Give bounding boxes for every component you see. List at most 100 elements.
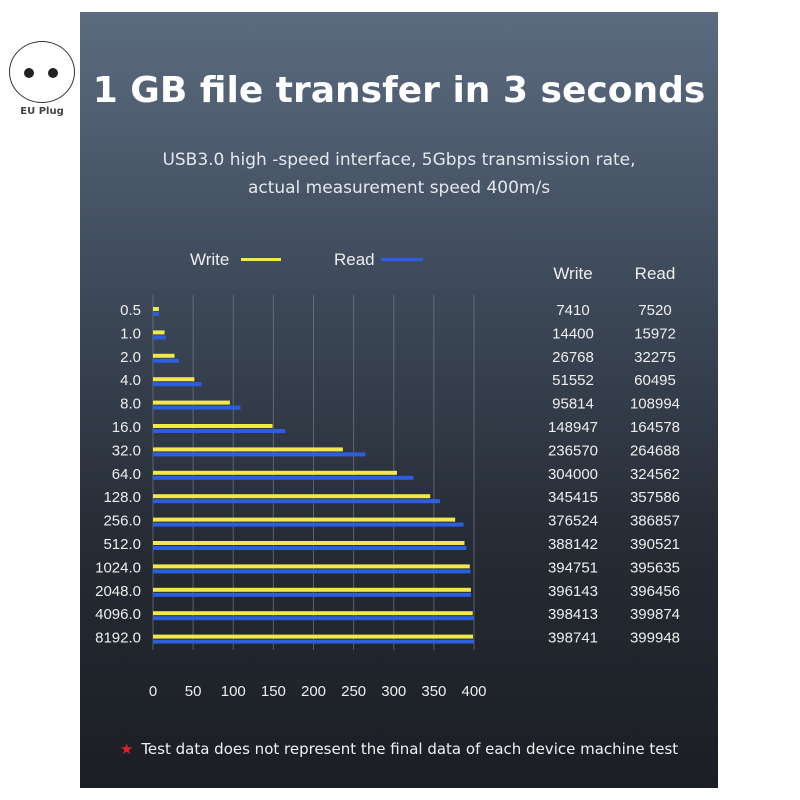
x-tick-label: 400 bbox=[461, 683, 486, 700]
legend-write-label: Write bbox=[190, 250, 229, 269]
plug-label: EU Plug bbox=[20, 106, 64, 117]
write-value: 396143 bbox=[548, 583, 598, 600]
bar-read bbox=[153, 639, 474, 644]
write-value: 236570 bbox=[548, 442, 598, 459]
bar-write bbox=[153, 424, 273, 428]
write-value: 388142 bbox=[548, 536, 598, 553]
bar-read bbox=[153, 405, 241, 410]
bar-read bbox=[153, 452, 366, 457]
bar-write bbox=[153, 447, 343, 452]
y-tick-label: 64.0 bbox=[112, 466, 141, 483]
y-tick-label: 256.0 bbox=[103, 513, 141, 530]
x-tick-label: 150 bbox=[261, 683, 286, 700]
x-tick-label: 100 bbox=[221, 683, 246, 700]
bar-read bbox=[153, 429, 286, 433]
write-value: 14400 bbox=[552, 325, 594, 342]
read-value: 357586 bbox=[630, 489, 680, 506]
star-icon: ★ bbox=[119, 740, 134, 758]
bar-write bbox=[153, 517, 456, 522]
write-value: 26768 bbox=[552, 349, 594, 366]
legend-write-swatch bbox=[241, 258, 281, 261]
read-value: 108994 bbox=[630, 396, 680, 413]
bar-write bbox=[153, 377, 195, 382]
read-value: 399874 bbox=[630, 606, 680, 623]
y-tick-label: 0.5 bbox=[120, 302, 141, 319]
read-value: 396456 bbox=[630, 583, 680, 600]
y-tick-label: 2.0 bbox=[120, 349, 141, 366]
y-tick-label: 16.0 bbox=[112, 419, 141, 436]
read-value: 32275 bbox=[634, 349, 676, 366]
bar-write bbox=[153, 400, 230, 405]
bar-read bbox=[153, 312, 160, 316]
bar-read bbox=[153, 522, 464, 527]
write-value: 7410 bbox=[556, 302, 589, 319]
table-header-write: Write bbox=[553, 264, 593, 283]
subtitle-line-1: USB3.0 high -speed interface, 5Gbps tran… bbox=[162, 150, 636, 170]
y-tick-label: 512.0 bbox=[103, 536, 141, 553]
write-value: 376524 bbox=[548, 513, 598, 530]
legend-read-label: Read bbox=[334, 250, 375, 269]
write-value: 398741 bbox=[548, 630, 598, 647]
read-value: 264688 bbox=[630, 442, 680, 459]
x-tick-label: 0 bbox=[149, 683, 157, 700]
x-tick-label: 200 bbox=[301, 683, 326, 700]
read-value: 164578 bbox=[630, 419, 680, 436]
legend-read-swatch bbox=[381, 258, 423, 261]
y-tick-label: 1.0 bbox=[120, 325, 141, 342]
bar-read bbox=[153, 499, 440, 504]
table-header-read: Read bbox=[634, 264, 676, 283]
disclaimer: ★ Test data does not represent the final … bbox=[80, 740, 718, 758]
bar-write bbox=[153, 307, 159, 311]
bar-read bbox=[153, 546, 467, 550]
bar-read bbox=[153, 475, 414, 480]
bar-write bbox=[153, 353, 175, 358]
bar-read bbox=[153, 569, 471, 574]
x-tick-label: 50 bbox=[185, 683, 202, 700]
write-value: 345415 bbox=[548, 489, 598, 506]
read-value: 15972 bbox=[634, 325, 676, 342]
bar-write bbox=[153, 541, 465, 545]
bar-write bbox=[153, 330, 165, 335]
read-value: 390521 bbox=[630, 536, 680, 553]
eu-plug-icon bbox=[9, 41, 75, 103]
bar-write bbox=[153, 470, 397, 475]
bar-read bbox=[153, 592, 472, 597]
x-tick-label: 350 bbox=[421, 683, 446, 700]
y-tick-label: 128.0 bbox=[103, 489, 141, 506]
write-value: 51552 bbox=[552, 372, 594, 389]
y-tick-label: 2048.0 bbox=[95, 583, 141, 600]
x-tick-label: 300 bbox=[381, 683, 406, 700]
write-value: 394751 bbox=[548, 559, 598, 576]
write-value: 398413 bbox=[548, 606, 598, 623]
bar-read bbox=[153, 335, 166, 340]
disclaimer-text: Test data does not represent the final d… bbox=[141, 740, 679, 758]
y-tick-label: 8192.0 bbox=[95, 630, 141, 647]
bar-write bbox=[153, 611, 473, 616]
read-value: 399948 bbox=[630, 630, 680, 647]
y-tick-label: 1024.0 bbox=[95, 559, 141, 576]
read-value: 386857 bbox=[630, 513, 680, 530]
write-value: 95814 bbox=[552, 396, 594, 413]
bar-write bbox=[153, 564, 470, 569]
read-value: 324562 bbox=[630, 466, 680, 483]
bar-write bbox=[153, 494, 431, 499]
read-value: 60495 bbox=[634, 372, 676, 389]
bar-read bbox=[153, 616, 474, 621]
bar-read bbox=[153, 382, 202, 387]
bar-write bbox=[153, 634, 473, 639]
read-value: 7520 bbox=[638, 302, 671, 319]
subtitle-line-2: actual measurement speed 400m/s bbox=[247, 178, 551, 198]
y-tick-label: 8.0 bbox=[120, 396, 141, 413]
write-value: 304000 bbox=[548, 466, 598, 483]
write-value: 148947 bbox=[548, 419, 598, 436]
product-panel: 1 GB file transfer in 3 seconds USB3.0 h… bbox=[80, 12, 718, 788]
y-tick-label: 4.0 bbox=[120, 372, 141, 389]
bar-read bbox=[153, 358, 179, 363]
bar-write bbox=[153, 587, 471, 592]
x-tick-label: 250 bbox=[341, 683, 366, 700]
headline: 1 GB file transfer in 3 seconds bbox=[92, 70, 706, 111]
y-tick-label: 32.0 bbox=[112, 442, 141, 459]
y-tick-label: 4096.0 bbox=[95, 606, 141, 623]
read-value: 395635 bbox=[630, 559, 680, 576]
